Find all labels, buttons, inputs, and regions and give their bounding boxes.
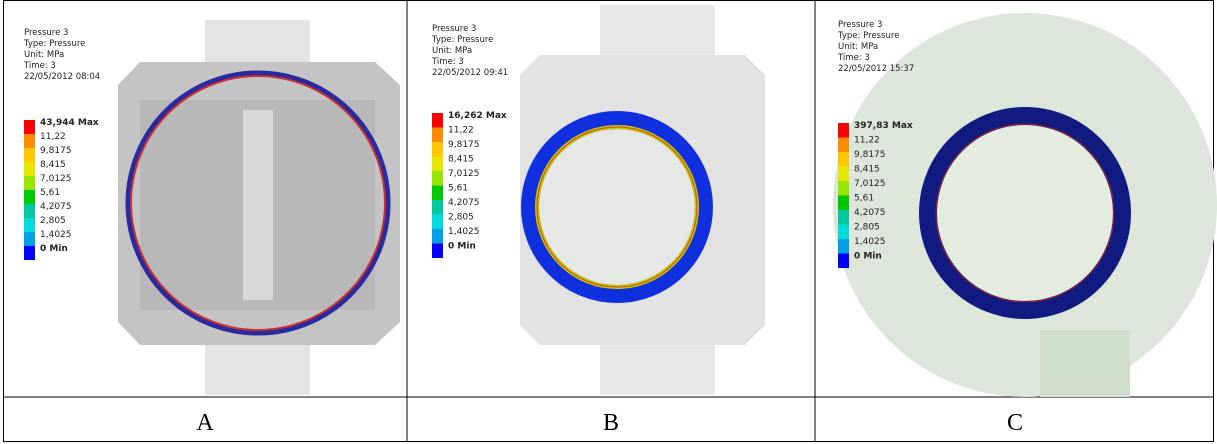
legend-label: 2,805	[448, 213, 474, 223]
legend-swatch	[24, 176, 35, 190]
info-line: Pressure 3	[24, 28, 68, 38]
legend-label: 0 Min	[40, 244, 68, 254]
legend-swatch	[24, 120, 35, 134]
legend-label: 9,8175	[854, 150, 886, 160]
legend-swatch	[838, 167, 849, 182]
legend-label: 5,61	[40, 188, 60, 198]
legend-swatch	[838, 225, 849, 240]
housing	[600, 345, 715, 395]
legend-swatch	[432, 128, 443, 143]
legend-swatch	[432, 229, 443, 244]
info-line: Time: 3	[23, 61, 56, 71]
info-line: Pressure 3	[838, 20, 882, 30]
legend-swatch	[432, 244, 443, 259]
legend-label: 7,0125	[40, 174, 72, 184]
legend-label: 8,415	[448, 155, 474, 165]
legend-swatch	[432, 186, 443, 201]
slot	[243, 110, 273, 300]
ring	[928, 116, 1122, 310]
legend-label: 11,22	[854, 136, 880, 146]
info-line: Unit: MPa	[432, 46, 472, 56]
legend-label: 0 Min	[448, 242, 476, 252]
legend-swatch	[432, 113, 443, 128]
legend-swatch	[24, 190, 35, 204]
legend-label: 1,4025	[40, 230, 72, 240]
legend-swatch	[432, 142, 443, 157]
legend-swatch	[24, 148, 35, 162]
legend-swatch	[432, 200, 443, 215]
legend-swatch	[432, 171, 443, 186]
legend-swatch	[838, 138, 849, 153]
info-line: Type: Pressure	[837, 31, 899, 41]
legend-label: 11,22	[448, 126, 474, 136]
legend-label: 8,415	[40, 160, 66, 170]
legend-label: 1,4025	[448, 227, 480, 237]
legend-swatch	[838, 196, 849, 211]
info-line: Type: Pressure	[23, 39, 85, 49]
figure: Pressure 3Type: PressureUnit: MPaTime: 3…	[0, 0, 1217, 444]
legend-swatch	[24, 134, 35, 148]
info-line: Unit: MPa	[838, 42, 878, 52]
housing	[205, 20, 310, 65]
legend-swatch	[24, 232, 35, 246]
legend-label: 5,61	[448, 184, 468, 194]
legend-label: 1,4025	[854, 237, 886, 247]
info-line: 22/05/2012 15:37	[838, 64, 914, 74]
legend-label: 16,262 Max	[448, 111, 507, 121]
housing	[1040, 330, 1130, 397]
legend-label: 43,944 Max	[40, 118, 99, 128]
legend-swatch	[838, 152, 849, 167]
info-line: 22/05/2012 09:41	[432, 68, 508, 78]
legend-swatch	[24, 246, 35, 260]
info-line: 22/05/2012 08:04	[24, 72, 100, 82]
legend-swatch	[838, 254, 849, 269]
legend-label: 9,8175	[40, 146, 72, 156]
legend-label: 5,61	[854, 194, 874, 204]
legend-label: 7,0125	[448, 169, 480, 179]
legend-swatch	[24, 162, 35, 176]
info-line: Pressure 3	[432, 24, 476, 34]
legend-swatch	[838, 239, 849, 254]
legend-label: 4,2075	[854, 208, 886, 218]
legend-swatch	[432, 157, 443, 172]
legend-label: 9,8175	[448, 140, 480, 150]
legend-label: 8,415	[854, 165, 880, 175]
legend-swatch	[838, 181, 849, 196]
info-line: Unit: MPa	[24, 50, 64, 60]
legend-swatch	[24, 218, 35, 232]
legend-label: 2,805	[40, 216, 66, 226]
legend-label: 7,0125	[854, 179, 886, 189]
info-line: Type: Pressure	[431, 35, 493, 45]
legend-label: 4,2075	[448, 198, 480, 208]
info-line: Time: 3	[837, 53, 870, 63]
caption: B	[603, 410, 619, 436]
legend-swatch	[432, 215, 443, 230]
legend-swatch	[24, 204, 35, 218]
housing	[600, 5, 715, 60]
legend-swatch	[838, 210, 849, 225]
caption: A	[196, 410, 214, 436]
caption: C	[1007, 410, 1023, 436]
legend-label: 4,2075	[40, 202, 72, 212]
legend-label: 2,805	[854, 223, 880, 233]
housing	[205, 345, 310, 395]
legend-label: 0 Min	[854, 252, 882, 262]
legend-label: 397,83 Max	[854, 121, 913, 131]
ring	[530, 120, 704, 294]
legend-swatch	[838, 123, 849, 138]
legend-label: 11,22	[40, 132, 66, 142]
info-line: Time: 3	[431, 57, 464, 67]
